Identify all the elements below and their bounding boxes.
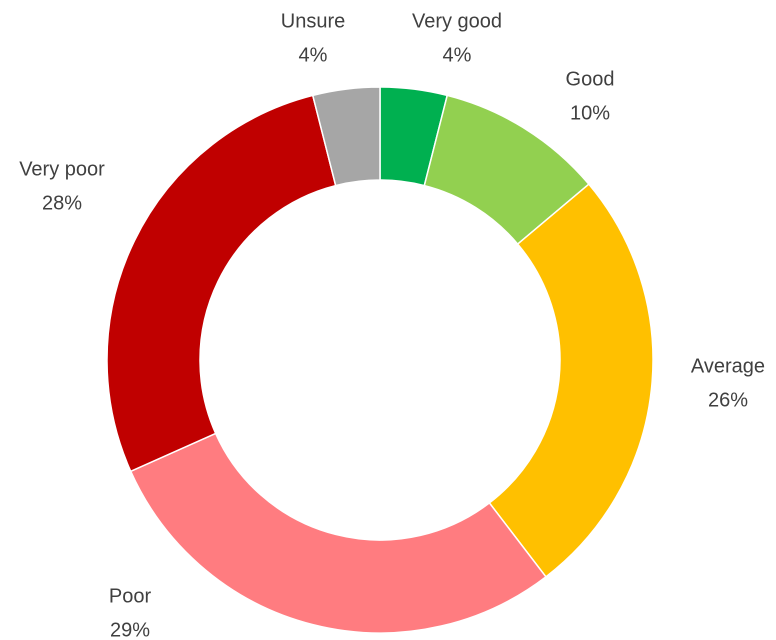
category-label: Very poor	[19, 158, 105, 180]
donut-segment	[129, 432, 547, 634]
value-label: 26%	[708, 389, 748, 411]
value-label: 10%	[570, 102, 610, 124]
value-label: 28%	[42, 192, 82, 214]
category-label: Good	[566, 68, 615, 90]
value-label: 29%	[110, 619, 150, 640]
category-label: Average	[691, 355, 765, 377]
category-label: Unsure	[281, 10, 345, 32]
donut-segment	[311, 86, 381, 187]
donut-segment	[488, 183, 654, 578]
category-label: Very good	[412, 10, 502, 32]
donut-segment	[106, 94, 337, 473]
value-label: 4%	[299, 44, 328, 66]
category-label: Poor	[109, 585, 152, 607]
value-label: 4%	[443, 44, 472, 66]
